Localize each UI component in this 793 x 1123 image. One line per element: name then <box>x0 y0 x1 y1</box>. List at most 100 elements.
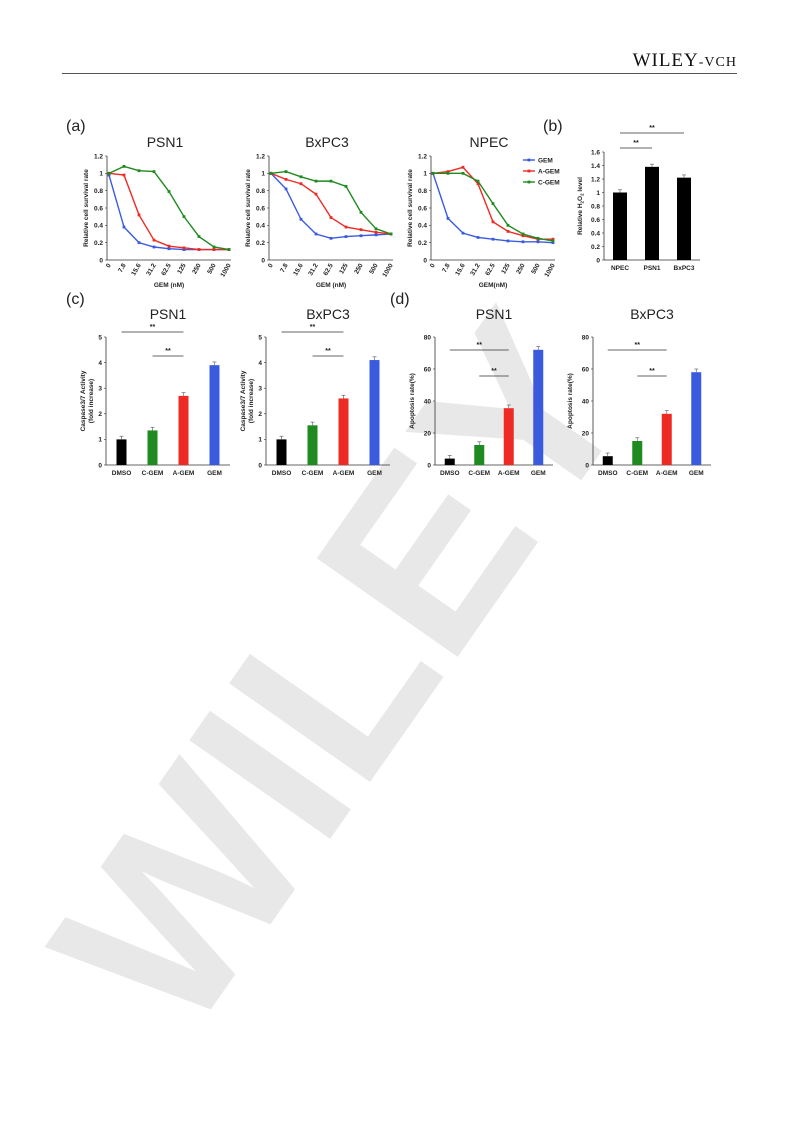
y-tick-label: 1.4 <box>591 163 600 170</box>
significance-label: ** <box>635 342 641 349</box>
data-point-a-gem <box>374 230 378 234</box>
x-axis-label: GEM (nM) <box>316 282 346 289</box>
legend-marker <box>527 158 531 162</box>
y-tick-label: 0 <box>596 257 600 264</box>
x-tick-label: 250 <box>191 262 203 275</box>
chart-psn1-survival: PSN1 0 0.2 0.4 0.6 0.8 1 1.2 Relative cell survi… <box>83 134 233 289</box>
significance-label: ** <box>649 368 655 375</box>
x-tick-label: C-GEM <box>468 470 490 477</box>
data-point-a-gem <box>299 182 303 186</box>
legend-label: GEM <box>538 157 553 164</box>
bar-gem <box>369 360 380 465</box>
data-point-a-gem <box>122 173 126 177</box>
bar-dmso <box>276 439 287 465</box>
x-tick-label: DMSO <box>440 470 460 477</box>
data-point-c-gem <box>299 175 303 179</box>
panel-letter-c: (c) <box>66 291 85 308</box>
data-point-gem <box>521 240 525 244</box>
data-point-a-gem <box>359 228 363 232</box>
x-tick-label: C-GEM <box>142 470 164 477</box>
data-point-a-gem <box>314 192 318 196</box>
data-point-a-gem <box>284 178 288 181</box>
data-point-c-gem <box>182 215 186 219</box>
x-axis-label: GEM (nM) <box>154 282 184 289</box>
bar-dmso <box>602 456 613 465</box>
y-tick-label: 20 <box>582 430 590 437</box>
chart-title: BxPC3 <box>630 306 674 322</box>
bar-gem <box>209 365 220 465</box>
data-point-a-gem <box>167 244 171 248</box>
significance-label: ** <box>310 324 316 331</box>
series-line-c-gem <box>433 172 554 242</box>
chart-title: BxPC3 <box>305 134 349 150</box>
significance-label: ** <box>491 368 497 375</box>
series-line-gem <box>270 172 392 240</box>
y-tick-label: 0 <box>427 462 431 469</box>
publisher-logo: WILEY-VCH <box>633 50 737 72</box>
significance-label: ** <box>477 342 483 349</box>
x-tick-label: 7.8 <box>279 262 290 274</box>
x-tick-label: NPEC <box>611 265 629 272</box>
y-tick-label: 3 <box>258 386 262 393</box>
data-point-gem <box>314 232 318 236</box>
panel-letter-a: (a) <box>66 118 86 135</box>
data-point-gem <box>107 173 111 177</box>
data-point-gem <box>344 235 348 238</box>
y-tick-label: 1 <box>99 171 103 178</box>
data-point-c-gem <box>431 171 435 175</box>
y-tick-label: 0 <box>258 462 262 469</box>
y-axis-label-part: Relative H <box>577 203 584 235</box>
data-point-gem <box>329 236 333 240</box>
x-tick-label: A-GEM <box>498 470 520 477</box>
x-tick-label: 15.6 <box>130 262 143 277</box>
panel-letter-b: (b) <box>543 118 563 135</box>
data-point-c-gem <box>197 235 201 238</box>
y-tick-label: 0.4 <box>418 223 427 230</box>
data-point-gem <box>152 245 156 249</box>
x-tick-label: 125 <box>338 262 350 275</box>
data-point-gem <box>137 241 141 245</box>
y-tick-label: 0.4 <box>591 230 600 237</box>
data-point-c-gem <box>269 171 273 175</box>
data-point-c-gem <box>446 171 450 175</box>
y-tick-label: 40 <box>424 398 432 405</box>
data-point-c-gem <box>476 179 480 183</box>
y-tick-label: 0.8 <box>256 188 265 195</box>
x-tick-label: 1000 <box>543 262 556 278</box>
y-axis-label-sub: 2 <box>580 193 585 196</box>
bar-gem <box>691 372 702 465</box>
x-tick-label: A-GEM <box>333 470 355 477</box>
legend-label: A-GEM <box>538 168 560 175</box>
data-point-a-gem <box>476 182 480 186</box>
significance-label: ** <box>165 348 171 355</box>
y-tick-label: 2 <box>258 411 262 418</box>
bar-a-gem <box>661 413 672 465</box>
data-point-gem <box>359 234 363 238</box>
y-tick-label: 0.6 <box>256 205 265 212</box>
x-tick-label: 62.5 <box>484 262 497 277</box>
logo-main: WILEY <box>632 50 699 71</box>
x-tick-label: C-GEM <box>626 470 648 477</box>
chart-bxpc3-survival: BxPC3 0 0.2 0.4 0.6 0.8 1 1.2 Relative cell surv… <box>245 134 395 289</box>
x-tick-label: 15.6 <box>454 262 467 277</box>
x-tick-label: 7.8 <box>441 262 452 274</box>
y-tick-label: 0.2 <box>418 240 427 247</box>
bar-psn1 <box>645 166 659 260</box>
x-tick-label: 0 <box>267 262 275 269</box>
data-point-a-gem <box>137 213 141 217</box>
y-tick-label: 1.2 <box>94 153 103 160</box>
y-axis-label: Caspase3/7 Activity <box>80 370 87 431</box>
bar-bxpc3 <box>677 177 691 260</box>
x-tick-label: GEM <box>689 470 704 477</box>
x-tick-label: A-GEM <box>173 470 195 477</box>
data-point-c-gem <box>122 165 126 168</box>
x-tick-label: BxPC3 <box>674 265 695 272</box>
y-tick-label: 4 <box>258 360 262 367</box>
data-point-c-gem <box>329 179 333 183</box>
data-point-c-gem <box>212 245 216 249</box>
y-tick-label: 60 <box>582 366 590 373</box>
data-point-a-gem <box>521 234 525 238</box>
x-tick-label: DMSO <box>272 470 292 477</box>
data-point-c-gem <box>344 184 348 188</box>
